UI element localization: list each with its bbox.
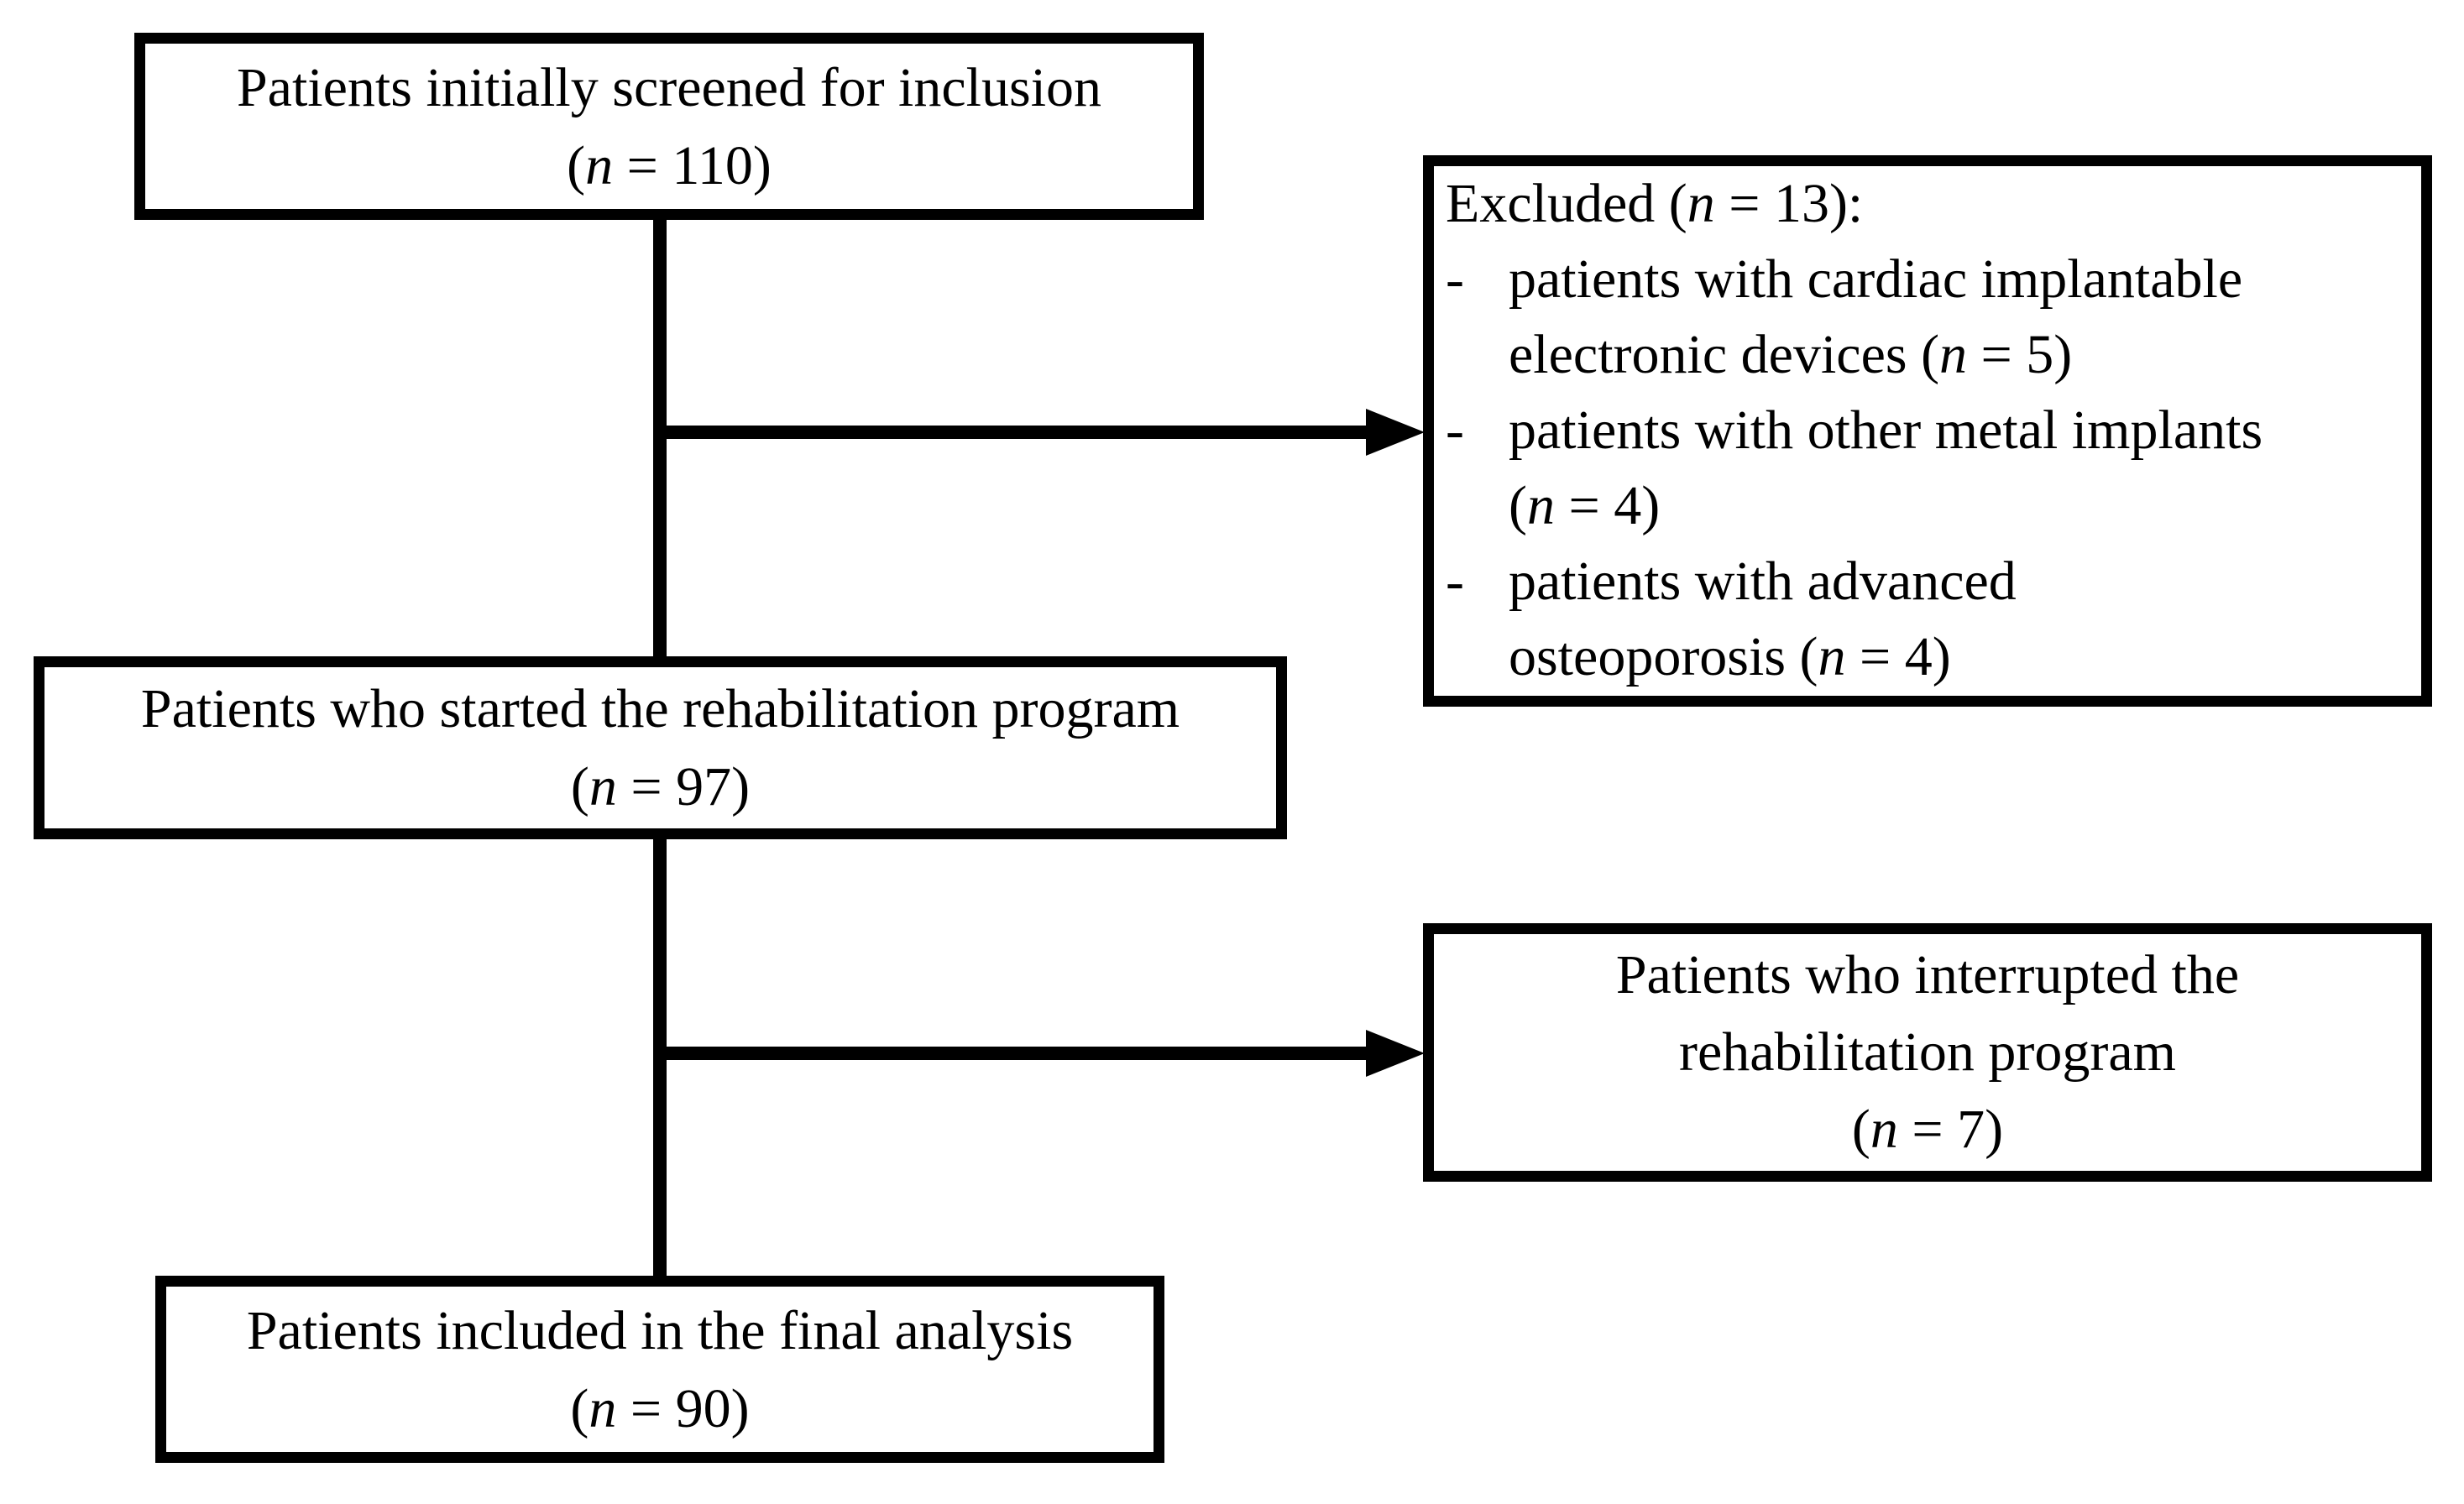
flow-box-screened: Patients initially screened for inclusio… xyxy=(134,33,1204,220)
bullet-dash: - xyxy=(1446,400,1464,461)
excluded-header: Excluded (n = 13): xyxy=(1446,166,2406,242)
excluded-item-text: electronic devices (n = 5) xyxy=(1509,324,2073,385)
arrowhead-right-icon xyxy=(1366,409,1425,456)
count-symbol: n xyxy=(1870,1099,1898,1160)
count-prefix: ( xyxy=(570,756,589,817)
excluded-item-line: - patients with cardiac implantable xyxy=(1446,242,2406,317)
count-symbol: n xyxy=(589,1377,617,1439)
flow-box-interrupted: Patients who interrupted the rehabilitat… xyxy=(1423,923,2432,1182)
count-prefix: ( xyxy=(570,1377,589,1439)
count-suffix: = 97) xyxy=(616,756,751,817)
count-symbol: n xyxy=(585,134,614,196)
excluded-item-line: osteoporosis (n = 4) xyxy=(1446,619,2406,695)
flow-box-started: Patients who started the rehabilitation … xyxy=(34,656,1287,839)
final-title: Patients included in the final analysis xyxy=(246,1299,1074,1361)
excluded-item-text: patients with advanced xyxy=(1509,551,2017,612)
screened-count: (n = 110) xyxy=(567,127,772,205)
flow-box-final: Patients included in the final analysis … xyxy=(155,1276,1164,1463)
interruption-arrow-stem xyxy=(660,1047,1369,1060)
count-prefix: ( xyxy=(567,134,586,196)
excluded-item-line: - patients with other metal implants xyxy=(1446,393,2406,468)
excluded-header-text: Excluded (n = 13): xyxy=(1446,173,1864,234)
final-count: (n = 90) xyxy=(570,1370,749,1448)
exclusion-arrow-stem xyxy=(660,426,1369,439)
excluded-item-text: patients with cardiac implantable xyxy=(1509,248,2243,310)
started-count: (n = 97) xyxy=(571,748,750,826)
started-title: Patients who started the rehabilitation … xyxy=(140,678,1180,739)
interrupted-title-line2: rehabilitation program xyxy=(1679,1021,2176,1083)
excluded-item-text: patients with other metal implants xyxy=(1509,400,2263,461)
excluded-item-text: osteoporosis (n = 4) xyxy=(1509,626,1951,687)
interrupted-title-line1: Patients who interrupted the xyxy=(1615,944,2240,1005)
excluded-item-line: (n = 4) xyxy=(1446,468,2406,544)
arrowhead-right-icon xyxy=(1366,1030,1425,1077)
bullet-dash: - xyxy=(1446,551,1464,612)
count-prefix: ( xyxy=(1851,1099,1870,1160)
count-suffix: = 110) xyxy=(613,134,772,196)
count-suffix: = 90) xyxy=(616,1377,750,1439)
excluded-item-line: - patients with advanced xyxy=(1446,544,2406,619)
count-suffix: = 7) xyxy=(1897,1099,2004,1160)
flow-box-excluded: Excluded (n = 13): - patients with cardi… xyxy=(1423,155,2432,707)
interrupted-count: (n = 7) xyxy=(1852,1091,2003,1168)
excluded-item-line: electronic devices (n = 5) xyxy=(1446,317,2406,393)
screened-title: Patients initially screened for inclusio… xyxy=(236,56,1102,118)
excluded-item-text: (n = 4) xyxy=(1509,475,1661,536)
bullet-dash: - xyxy=(1446,248,1464,310)
count-symbol: n xyxy=(589,756,617,817)
